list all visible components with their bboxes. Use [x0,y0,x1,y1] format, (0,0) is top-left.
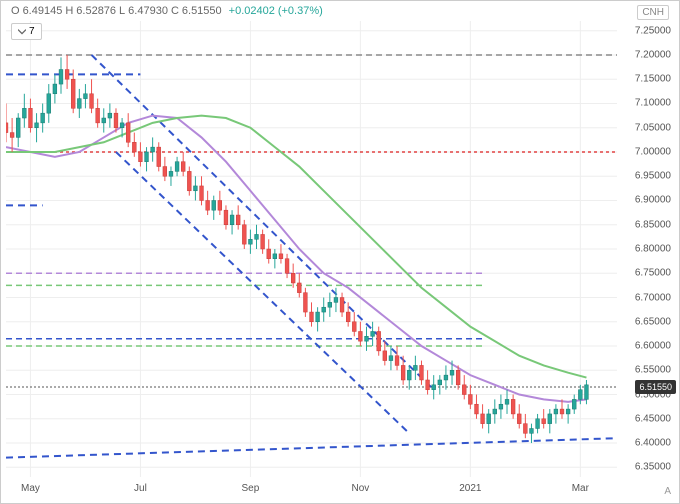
y-tick-label: 7.25000 [635,25,671,36]
y-tick-label: 6.70000 [635,292,671,303]
change-value: +0.02402 [229,5,275,17]
x-tick-label: 2021 [459,483,481,494]
y-tick-label: 6.55000 [635,365,671,376]
open-label: O [11,5,20,17]
y-tick-label: 7.15000 [635,74,671,85]
chart-container: O 6.49145 H 6.52876 L 6.47930 C 6.51550 … [0,0,680,504]
y-tick-label: 6.40000 [635,438,671,449]
y-tick-label: 6.85000 [635,219,671,230]
y-tick-label: 6.60000 [635,341,671,352]
y-tick-label: 6.75000 [635,268,671,279]
x-tick-label: Jul [134,483,147,494]
y-tick-label: 7.00000 [635,146,671,157]
attribution: A [664,486,671,497]
x-tick-label: Mar [572,483,589,494]
ohlc-header: O 6.49145 H 6.52876 L 6.47930 C 6.51550 … [11,5,323,17]
plot-area[interactable] [6,21,617,477]
x-tick-label: Sep [241,483,259,494]
y-tick-label: 7.20000 [635,49,671,60]
current-price-marker: 6.51550 [635,380,676,394]
high-value: 6.52876 [76,5,116,17]
low-value: 6.47930 [128,5,168,17]
low-label: L [119,5,125,17]
open-value: 6.49145 [23,5,63,17]
y-tick-label: 6.95000 [635,171,671,182]
dropdown-value: 7 [29,26,35,37]
x-axis: May Jul Sep Nov 2021 Mar [6,477,617,503]
change-pct: (+0.37%) [278,5,323,17]
chart-svg [6,21,617,477]
y-axis: 6.350006.400006.450006.500006.550006.600… [617,21,679,477]
chevron-down-icon [18,29,26,35]
y-tick-label: 7.05000 [635,122,671,133]
period-dropdown[interactable]: 7 [11,23,42,40]
y-tick-label: 6.45000 [635,413,671,424]
y-tick-label: 6.35000 [635,462,671,473]
y-tick-label: 6.80000 [635,244,671,255]
close-label: C [171,5,179,17]
x-tick-label: May [21,483,40,494]
x-tick-label: Nov [351,483,369,494]
close-value: 6.51550 [182,5,222,17]
high-label: H [65,5,73,17]
y-tick-label: 6.65000 [635,316,671,327]
currency-label: CNH [637,5,669,20]
y-tick-label: 6.90000 [635,195,671,206]
y-tick-label: 7.10000 [635,98,671,109]
current-price-value: 6.51550 [639,382,672,392]
